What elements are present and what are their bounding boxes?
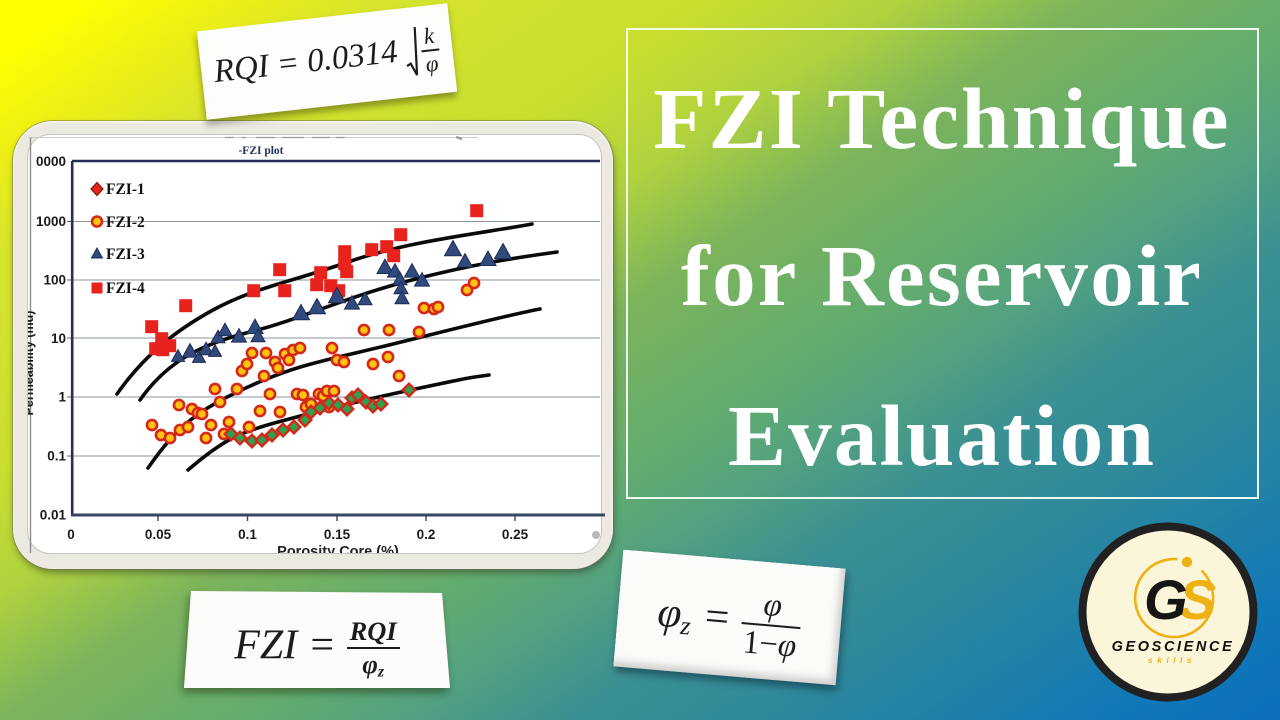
- svg-text:skills: skills: [1148, 655, 1196, 665]
- svg-text:0: 0: [67, 527, 75, 542]
- svg-text:0.2: 0.2: [417, 527, 436, 542]
- svg-text:0.1: 0.1: [238, 527, 257, 542]
- svg-text:0.01: 0.01: [40, 508, 67, 523]
- svg-text:0000: 0000: [36, 154, 66, 169]
- svg-text:S: S: [1179, 568, 1216, 631]
- svg-text:0.1: 0.1: [47, 449, 66, 464]
- svg-text:10: 10: [51, 331, 66, 346]
- svg-text:FZI-3: FZI-3: [106, 246, 145, 263]
- svg-text:100: 100: [43, 273, 66, 288]
- svg-text:GEOSCIENCE: GEOSCIENCE: [1112, 639, 1235, 655]
- svg-text:1: 1: [58, 390, 66, 405]
- svg-text:Porosity Core (%): Porosity Core (%): [277, 544, 399, 553]
- svg-text:1000: 1000: [36, 214, 66, 229]
- svg-text:-FZI plot: -FZI plot: [238, 145, 283, 157]
- svg-text:FZI-4: FZI-4: [106, 280, 145, 297]
- svg-text:FZI-1: FZI-1: [106, 181, 145, 198]
- svg-text:0.25: 0.25: [502, 527, 529, 542]
- svg-text:0.15: 0.15: [324, 527, 351, 542]
- svg-text:0.05: 0.05: [145, 527, 172, 542]
- svg-text:Permeability (md): Permeability (md): [28, 311, 36, 416]
- svg-text:G: G: [1144, 568, 1188, 631]
- svg-text:FZI-2: FZI-2: [106, 214, 145, 231]
